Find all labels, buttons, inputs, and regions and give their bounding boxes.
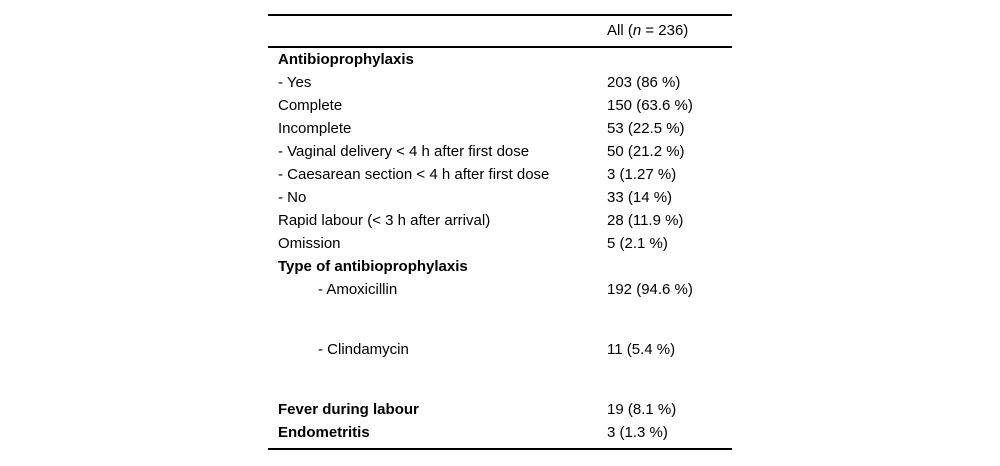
blank-gap	[268, 301, 732, 338]
row-label: - Vaginal delivery < 4 h after first dos…	[278, 143, 530, 160]
table-row-yes: - Yes 203 (86 %)	[268, 71, 732, 94]
row-value: 5 (2.1 %)	[607, 235, 668, 252]
row-value: 28 (11.9 %)	[607, 212, 684, 229]
table-row-clindamycin: - Clindamycin 11 (5.4 %)	[268, 338, 732, 361]
row-label: Antibioprophylaxis	[278, 51, 414, 68]
top-rule	[268, 14, 732, 16]
table-row-section-antibioprophylaxis: Antibioprophylaxis	[268, 48, 732, 71]
row-value: 33 (14 %)	[607, 189, 673, 206]
header-n-symbol: n	[632, 22, 642, 39]
row-value: 192 (94.6 %)	[607, 281, 693, 298]
row-label: - Clindamycin	[318, 341, 409, 358]
header-suffix: = 236)	[641, 22, 689, 39]
table-row-caesarean-section: - Caesarean section < 4 h after first do…	[268, 163, 732, 186]
bottom-rule	[268, 448, 732, 450]
header-prefix: All (	[607, 22, 633, 39]
table-row-no: - No 33 (14 %)	[268, 186, 732, 209]
row-label: Endometritis	[278, 424, 370, 441]
column-header-all-n: All (n = 236)	[268, 16, 732, 46]
table-row-incomplete: Incomplete 53 (22.5 %)	[268, 117, 732, 140]
row-value: 19 (8.1 %)	[607, 401, 677, 418]
row-label: Type of antibioprophylaxis	[278, 258, 468, 275]
row-label: Complete	[278, 97, 343, 114]
table-row-amoxicillin: - Amoxicillin 192 (94.6 %)	[268, 278, 732, 301]
row-value: 203 (86 %)	[607, 74, 681, 91]
table-row-omission: Omission 5 (2.1 %)	[268, 232, 732, 255]
table-row-endometritis: Endometritis 3 (1.3 %)	[268, 421, 732, 444]
study-characteristics-table: All (n = 236) Antibioprophylaxis - Yes 2…	[268, 14, 732, 450]
row-label: - Amoxicillin	[318, 281, 398, 298]
table-row-fever-during-labour: Fever during labour 19 (8.1 %)	[268, 398, 732, 421]
row-label: - Caesarean section < 4 h after first do…	[278, 166, 550, 183]
row-value: 50 (21.2 %)	[607, 143, 685, 160]
row-label: Incomplete	[278, 120, 352, 137]
row-value: 3 (1.3 %)	[607, 424, 668, 441]
row-label: Omission	[278, 235, 341, 252]
row-value: 3 (1.27 %)	[607, 166, 677, 183]
row-label: - No	[278, 189, 307, 206]
table-row-vaginal-delivery: - Vaginal delivery < 4 h after first dos…	[268, 140, 732, 163]
blank-gap	[268, 361, 732, 398]
row-label: Rapid labour (< 3 h after arrival)	[278, 212, 491, 229]
header-rule	[268, 45, 732, 48]
table-row-rapid-labour: Rapid labour (< 3 h after arrival) 28 (1…	[268, 209, 732, 232]
row-value: 53 (22.5 %)	[607, 120, 685, 137]
table-row-section-type-of-antibioprophylaxis: Type of antibioprophylaxis	[268, 255, 732, 278]
row-value: 11 (5.4 %)	[607, 341, 676, 358]
row-label: - Yes	[278, 74, 312, 91]
row-value: 150 (63.6 %)	[607, 97, 693, 114]
table-row-complete: Complete 150 (63.6 %)	[268, 94, 732, 117]
row-label: Fever during labour	[278, 401, 419, 418]
